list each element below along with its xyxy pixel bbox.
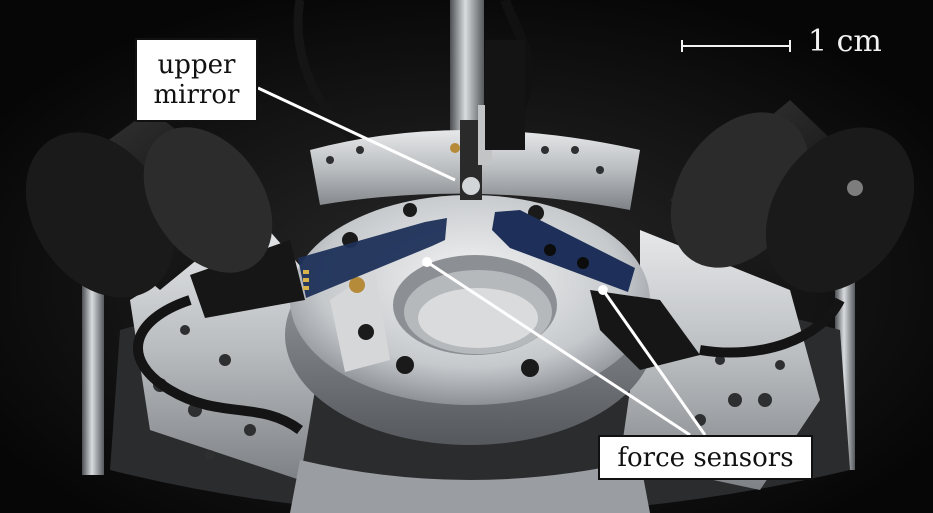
mirror-mount (330, 270, 390, 372)
pointer-dots (422, 257, 608, 295)
screw-holes (153, 146, 785, 460)
scale-bar-label: 1 cm (808, 24, 882, 59)
right-pcb (492, 210, 635, 292)
brass-screw (349, 277, 365, 293)
scale-bar (681, 40, 791, 52)
left-rod (82, 275, 104, 475)
upper-connector (485, 40, 525, 150)
left-cylinder (25, 110, 273, 298)
right-cylinder (670, 100, 915, 293)
left-connector (190, 240, 305, 318)
force-sensors-label: force sensors (598, 435, 813, 480)
upper-mirror-label-line2: mirror (153, 80, 240, 110)
upper-mirror-label-line1: upper (157, 50, 236, 80)
ring-screws (342, 203, 544, 377)
upper-mirror-label: upper mirror (135, 38, 258, 122)
pointer-lines (257, 86, 707, 437)
upper-mirror (462, 177, 480, 195)
